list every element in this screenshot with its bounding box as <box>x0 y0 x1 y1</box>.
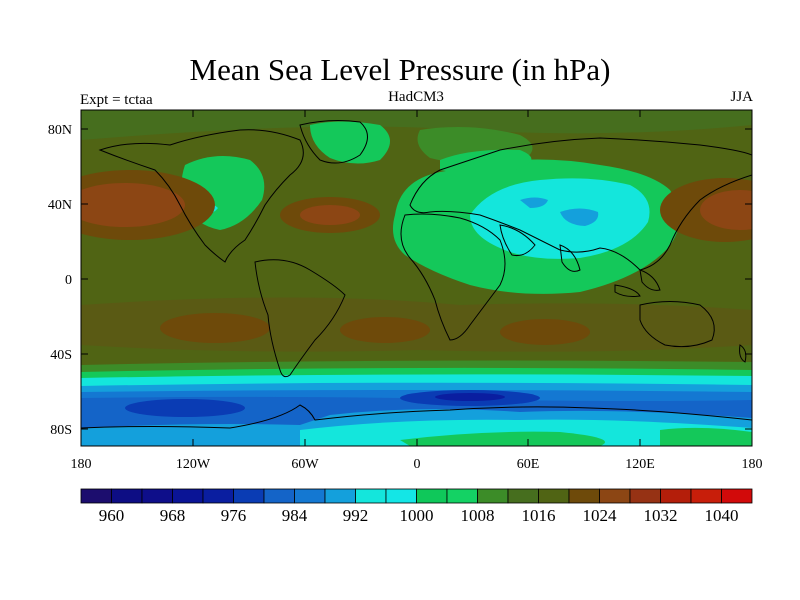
colorbar-swatch <box>599 488 631 504</box>
colorbar-swatch <box>538 488 570 504</box>
colorbar-swatch <box>355 488 387 504</box>
colorbar-swatch <box>477 488 509 504</box>
lat-label-0: 0 <box>65 273 72 288</box>
colorbar-swatch <box>294 488 326 504</box>
colorbar-swatch <box>385 488 417 504</box>
colorbar-swatch <box>202 488 234 504</box>
colorbar-label: 1000 <box>400 506 434 525</box>
colorbar-label: 976 <box>221 506 247 525</box>
colorbar-swatch <box>233 488 265 504</box>
lat-tick-marks <box>81 128 752 430</box>
lon-tick-marks <box>192 110 641 446</box>
colorbar-swatch <box>141 488 173 504</box>
colorbar-swatch <box>690 488 722 504</box>
lon-label-120e: 120E <box>625 457 655 472</box>
colorbar-swatch <box>507 488 539 504</box>
experiment-label: Expt = tctaa <box>80 92 153 108</box>
colorbar-swatch <box>324 488 356 504</box>
colorbar-label: 1040 <box>705 506 739 525</box>
colorbar-swatch <box>629 488 661 504</box>
colorbar-swatch <box>111 488 143 504</box>
lon-label-0: 0 <box>414 457 421 472</box>
season-label: JJA <box>730 89 753 105</box>
lon-label-60e: 60E <box>517 457 540 472</box>
colorbar-swatch <box>721 488 753 504</box>
colorbar-swatch <box>446 488 478 504</box>
lon-label-180w: 180 <box>71 457 92 472</box>
colorbar-label: 1024 <box>583 506 618 525</box>
colorbar-label: 1008 <box>461 506 495 525</box>
lon-label-60w: 60W <box>291 457 319 472</box>
colorbar-label: 984 <box>282 506 308 525</box>
pressure-field <box>81 110 752 446</box>
lon-label-180e: 180 <box>742 457 763 472</box>
map-title: Mean Sea Level Pressure (in hPa) <box>189 52 611 87</box>
colorbar-swatch <box>172 488 204 504</box>
coastlines <box>81 120 752 429</box>
colorbar-labels: 960 968 976 984 992 1000 1008 1016 1024 1032 1040 <box>99 506 739 525</box>
colorbar-label: 992 <box>343 506 369 525</box>
colorbar-swatch <box>80 488 112 504</box>
colorbar-label: 968 <box>160 506 186 525</box>
lat-label-40s: 40S <box>50 348 72 363</box>
colorbar-label: 1016 <box>522 506 556 525</box>
colorbar-swatch <box>416 488 448 504</box>
colorbar-swatch <box>660 488 692 504</box>
colorbar-label: 960 <box>99 506 125 525</box>
model-label: HadCM3 <box>388 89 444 105</box>
colorbar-label: 1032 <box>644 506 678 525</box>
lat-label-40n: 40N <box>48 198 72 213</box>
colorbar-swatch <box>568 488 600 504</box>
colorbar <box>80 488 753 504</box>
lat-label-80s: 80S <box>50 423 72 438</box>
lon-label-120w: 120W <box>176 457 211 472</box>
lat-label-80n: 80N <box>48 123 72 138</box>
colorbar-swatch <box>263 488 295 504</box>
